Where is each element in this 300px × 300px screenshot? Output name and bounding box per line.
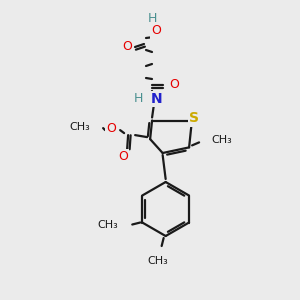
- Text: CH₃: CH₃: [211, 135, 232, 146]
- Text: CH₃: CH₃: [147, 256, 168, 266]
- Text: H: H: [147, 11, 157, 25]
- Text: H: H: [133, 92, 143, 106]
- Text: CH₃: CH₃: [69, 122, 90, 132]
- Text: S: S: [189, 112, 199, 125]
- Text: CH₃: CH₃: [98, 220, 118, 230]
- Text: O: O: [151, 25, 161, 38]
- Text: O: O: [169, 79, 179, 92]
- Text: O: O: [122, 40, 132, 52]
- Text: O: O: [118, 150, 128, 163]
- Text: N: N: [151, 92, 163, 106]
- Text: O: O: [106, 122, 116, 135]
